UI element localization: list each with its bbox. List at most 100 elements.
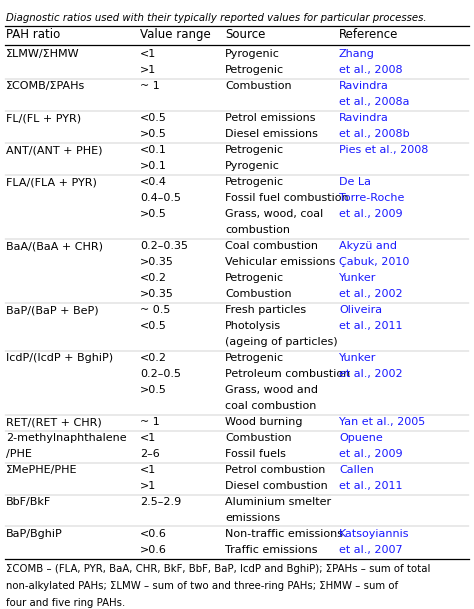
Text: Pyrogenic: Pyrogenic <box>225 161 280 171</box>
Text: Petrogenic: Petrogenic <box>225 273 284 283</box>
Text: <0.5: <0.5 <box>140 321 167 331</box>
Text: Combustion: Combustion <box>225 82 292 91</box>
Text: 0.2–0.5: 0.2–0.5 <box>140 369 181 379</box>
Text: Vehicular emissions: Vehicular emissions <box>225 257 336 267</box>
Text: Petrol emissions: Petrol emissions <box>225 113 316 123</box>
Text: 2–6: 2–6 <box>140 449 160 459</box>
Text: Ravindra: Ravindra <box>339 113 389 123</box>
Text: Traffic emissions: Traffic emissions <box>225 545 318 555</box>
Text: Yunker: Yunker <box>339 353 376 363</box>
Text: De La: De La <box>339 177 371 187</box>
Text: emissions: emissions <box>225 513 280 523</box>
Text: Opuene: Opuene <box>339 433 383 443</box>
Text: combustion: combustion <box>225 225 290 235</box>
Text: (ageing of particles): (ageing of particles) <box>225 337 338 347</box>
Text: 0.4–0.5: 0.4–0.5 <box>140 193 181 203</box>
Text: Zhang: Zhang <box>339 49 375 59</box>
Text: >1: >1 <box>140 65 156 76</box>
Text: ΣLMW/ΣHMW: ΣLMW/ΣHMW <box>6 49 79 59</box>
Text: /PHE: /PHE <box>6 449 32 459</box>
Text: ~ 0.5: ~ 0.5 <box>140 305 170 315</box>
Text: >1: >1 <box>140 481 156 491</box>
Text: <1: <1 <box>140 465 156 475</box>
Text: Grass, wood, coal: Grass, wood, coal <box>225 209 323 219</box>
Text: Çabuk, 2010: Çabuk, 2010 <box>339 257 409 267</box>
Text: Source: Source <box>225 28 265 41</box>
Text: Torre-Roche: Torre-Roche <box>339 193 404 203</box>
Text: Wood burning: Wood burning <box>225 417 303 427</box>
Text: Pies et al., 2008: Pies et al., 2008 <box>339 146 428 155</box>
Text: Akyzü and: Akyzü and <box>339 241 397 251</box>
Text: et al., 2008: et al., 2008 <box>339 65 402 76</box>
Text: Petrogenic: Petrogenic <box>225 146 284 155</box>
Text: Yan et al., 2005: Yan et al., 2005 <box>339 417 425 427</box>
Text: Non-traffic emissions: Non-traffic emissions <box>225 529 343 539</box>
Text: Photolysis: Photolysis <box>225 321 281 331</box>
Text: Value range: Value range <box>140 28 210 41</box>
Text: 0.2–0.35: 0.2–0.35 <box>140 241 188 251</box>
Text: FLA/(FLA + PYR): FLA/(FLA + PYR) <box>6 177 97 187</box>
Text: et al., 2007: et al., 2007 <box>339 545 402 555</box>
Text: >0.5: >0.5 <box>140 385 167 395</box>
Text: BaP/BghiP: BaP/BghiP <box>6 529 63 539</box>
Text: Petrogenic: Petrogenic <box>225 353 284 363</box>
Text: ΣCOMB/ΣPAHs: ΣCOMB/ΣPAHs <box>6 82 85 91</box>
Text: Ravindra: Ravindra <box>339 82 389 91</box>
Text: ~ 1: ~ 1 <box>140 82 160 91</box>
Text: Diesel combustion: Diesel combustion <box>225 481 328 491</box>
Text: PAH ratio: PAH ratio <box>6 28 60 41</box>
Text: coal combustion: coal combustion <box>225 401 317 411</box>
Text: Diesel emissions: Diesel emissions <box>225 129 318 139</box>
Text: <0.2: <0.2 <box>140 273 167 283</box>
Text: Fossil fuel combustion: Fossil fuel combustion <box>225 193 349 203</box>
Text: four and five ring PAHs.: four and five ring PAHs. <box>6 598 125 608</box>
Text: 2.5–2.9: 2.5–2.9 <box>140 497 181 507</box>
Text: >0.5: >0.5 <box>140 209 167 219</box>
Text: Yunker: Yunker <box>339 273 376 283</box>
Text: Callen: Callen <box>339 465 374 475</box>
Text: RET/(RET + CHR): RET/(RET + CHR) <box>6 417 101 427</box>
Text: Grass, wood and: Grass, wood and <box>225 385 318 395</box>
Text: IcdP/(IcdP + BghiP): IcdP/(IcdP + BghiP) <box>6 353 113 363</box>
Text: non-alkylated PAHs; ΣLMW – sum of two and three-ring PAHs; ΣHMW – sum of: non-alkylated PAHs; ΣLMW – sum of two an… <box>6 581 398 591</box>
Text: ANT/(ANT + PHE): ANT/(ANT + PHE) <box>6 146 102 155</box>
Text: et al., 2008a: et al., 2008a <box>339 97 410 107</box>
Text: Pyrogenic: Pyrogenic <box>225 49 280 59</box>
Text: <1: <1 <box>140 49 156 59</box>
Text: <1: <1 <box>140 433 156 443</box>
Text: et al., 2002: et al., 2002 <box>339 289 402 299</box>
Text: et al., 2009: et al., 2009 <box>339 209 402 219</box>
Text: <0.2: <0.2 <box>140 353 167 363</box>
Text: et al., 2002: et al., 2002 <box>339 369 402 379</box>
Text: <0.1: <0.1 <box>140 146 167 155</box>
Text: Coal combustion: Coal combustion <box>225 241 318 251</box>
Text: Combustion: Combustion <box>225 433 292 443</box>
Text: ΣMePHE/PHE: ΣMePHE/PHE <box>6 465 77 475</box>
Text: Petrogenic: Petrogenic <box>225 65 284 76</box>
Text: et al., 2008b: et al., 2008b <box>339 129 410 139</box>
Text: Petroleum combustion: Petroleum combustion <box>225 369 350 379</box>
Text: BbF/BkF: BbF/BkF <box>6 497 51 507</box>
Text: <0.6: <0.6 <box>140 529 167 539</box>
Text: et al., 2009: et al., 2009 <box>339 449 402 459</box>
Text: ~ 1: ~ 1 <box>140 417 160 427</box>
Text: Petrol combustion: Petrol combustion <box>225 465 326 475</box>
Text: >0.1: >0.1 <box>140 161 167 171</box>
Text: FL/(FL + PYR): FL/(FL + PYR) <box>6 113 81 123</box>
Text: >0.35: >0.35 <box>140 289 173 299</box>
Text: Oliveira: Oliveira <box>339 305 382 315</box>
Text: BaP/(BaP + BeP): BaP/(BaP + BeP) <box>6 305 98 315</box>
Text: Fossil fuels: Fossil fuels <box>225 449 286 459</box>
Text: BaA/(BaA + CHR): BaA/(BaA + CHR) <box>6 241 103 251</box>
Text: <0.4: <0.4 <box>140 177 167 187</box>
Text: <0.5: <0.5 <box>140 113 167 123</box>
Text: Combustion: Combustion <box>225 289 292 299</box>
Text: >0.5: >0.5 <box>140 129 167 139</box>
Text: ΣCOMB – (FLA, PYR, BaA, CHR, BkF, BbF, BaP, IcdP and BghiP); ΣPAHs – sum of tota: ΣCOMB – (FLA, PYR, BaA, CHR, BkF, BbF, B… <box>6 564 430 574</box>
Text: 2-methylnaphthalene: 2-methylnaphthalene <box>6 433 126 443</box>
Text: Katsoyiannis: Katsoyiannis <box>339 529 410 539</box>
Text: et al., 2011: et al., 2011 <box>339 321 402 331</box>
Text: Petrogenic: Petrogenic <box>225 177 284 187</box>
Text: Reference: Reference <box>339 28 398 41</box>
Text: >0.6: >0.6 <box>140 545 167 555</box>
